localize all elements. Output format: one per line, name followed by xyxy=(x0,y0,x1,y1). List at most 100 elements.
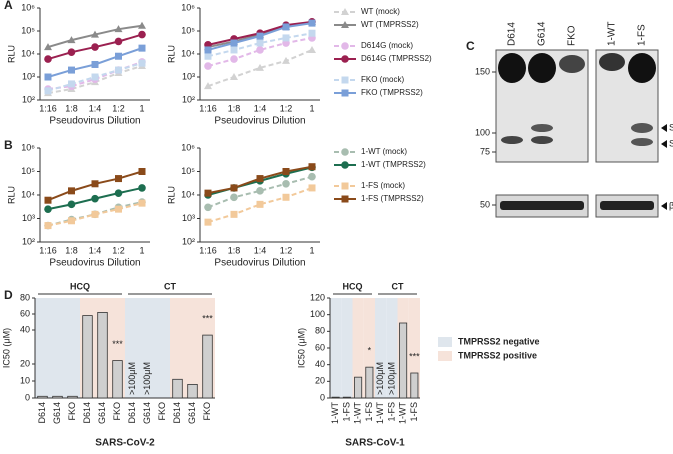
x-tick-label: 1-WT xyxy=(330,402,340,424)
marker xyxy=(256,175,264,183)
legend-label: WT (mock) xyxy=(361,7,400,16)
legend-label: 1-WT (TMPRSS2) xyxy=(361,160,426,169)
lane-label: 1-WT xyxy=(607,22,618,46)
region-background xyxy=(352,298,364,398)
y-tick-label: 10⁵ xyxy=(21,25,35,35)
region-background xyxy=(155,298,170,398)
x-tick-label: 1:4 xyxy=(254,103,267,113)
region-background xyxy=(35,298,50,398)
annotation: >100μM xyxy=(386,362,396,395)
marker xyxy=(91,180,99,188)
marker xyxy=(115,52,122,60)
x-tick-label: FKO xyxy=(112,402,122,421)
region-background xyxy=(341,298,353,398)
annotation: >100μM xyxy=(375,362,385,395)
x-tick-label: 1:16 xyxy=(199,245,217,255)
x-tick-label: 1:8 xyxy=(65,103,78,113)
x-tick-label: 1 xyxy=(309,245,314,255)
y-axis-label: RLU xyxy=(6,45,16,63)
bar xyxy=(97,311,108,399)
group-label: CT xyxy=(164,281,176,291)
y-tick-label: 10⁵ xyxy=(181,25,195,35)
marker xyxy=(91,60,99,68)
marker-label: 75 xyxy=(480,146,490,156)
marker xyxy=(256,63,264,71)
band-label: S2 xyxy=(669,138,673,148)
legend-label: D614G (mock) xyxy=(361,41,413,50)
y-axis-label: IC50 (μM) xyxy=(1,328,11,368)
marker xyxy=(230,184,238,192)
y-tick-label: 10⁶ xyxy=(181,142,195,152)
marker xyxy=(44,196,52,204)
region-background xyxy=(185,298,200,398)
x-tick-label: FKO xyxy=(67,402,77,421)
y-tick-label: 0 xyxy=(320,392,325,402)
marker xyxy=(256,39,264,47)
x-axis-label: SARS-CoV-1 xyxy=(345,438,405,449)
region-background xyxy=(170,298,185,398)
x-tick-label: FKO xyxy=(202,402,212,421)
legend-marker xyxy=(341,8,349,15)
series-line xyxy=(207,175,313,209)
band-label: β-actin xyxy=(669,200,673,210)
marker xyxy=(230,210,238,218)
marker xyxy=(282,56,290,64)
blot-band xyxy=(498,53,526,83)
y-tick-label: 80 xyxy=(20,292,30,302)
y-tick-label: 60 xyxy=(315,342,325,352)
x-tick-label: 1:8 xyxy=(228,245,241,255)
x-tick-label: 1 xyxy=(139,103,144,113)
marker-label: 150 xyxy=(475,66,490,76)
y-tick-label: 10⁶ xyxy=(21,2,35,12)
y-tick-label: 10³ xyxy=(182,213,195,223)
x-tick-label: D614 xyxy=(127,402,137,424)
marker xyxy=(204,62,212,70)
y-tick-label: 10² xyxy=(182,94,195,104)
marker xyxy=(44,55,52,63)
bar xyxy=(331,396,340,399)
bar xyxy=(52,395,63,399)
legend-marker xyxy=(341,89,349,97)
bar xyxy=(410,372,419,399)
bar xyxy=(67,395,78,399)
x-tick-label: 1:16 xyxy=(39,103,57,113)
bar xyxy=(399,322,408,399)
x-axis-label: SARS-CoV-2 xyxy=(95,438,155,449)
marker xyxy=(68,217,75,225)
marker xyxy=(308,163,316,171)
bar xyxy=(82,315,93,399)
marker xyxy=(114,37,123,46)
marker xyxy=(44,73,52,81)
x-tick-label: G614 xyxy=(52,402,62,424)
region-background xyxy=(386,298,398,398)
band-arrow xyxy=(661,140,667,148)
marker xyxy=(44,205,52,213)
y-tick-label: 100 xyxy=(310,309,325,319)
band-arrow xyxy=(661,124,667,132)
y-tick-label: 20 xyxy=(20,358,30,368)
y-tick-label: 10⁴ xyxy=(21,189,35,199)
annotation: >100μM xyxy=(127,362,137,395)
region-background xyxy=(363,298,375,398)
marker xyxy=(230,46,238,54)
legend-label: FKO (TMPRSS2) xyxy=(361,88,423,97)
band-arrow xyxy=(661,202,667,210)
x-tick-label: D614 xyxy=(172,402,182,424)
marker xyxy=(230,193,238,202)
x-tick-label: 1:16 xyxy=(199,103,217,113)
x-tick-label: 1:4 xyxy=(89,103,102,113)
group-label: CT xyxy=(392,281,404,291)
y-axis-label: RLU xyxy=(166,186,176,204)
legend-swatch xyxy=(438,337,452,347)
y-tick-label: 120 xyxy=(310,292,325,302)
x-tick-label: 1-FS xyxy=(341,402,351,422)
series-line xyxy=(207,49,313,88)
x-axis-label: Pseudovirus Dilution xyxy=(214,258,305,269)
group-label: HCQ xyxy=(343,281,363,291)
legend-label: TMPRSS2 positive xyxy=(458,350,537,360)
blot-band xyxy=(628,53,656,83)
y-tick-label: 10⁴ xyxy=(21,48,35,58)
marker xyxy=(138,199,146,207)
marker xyxy=(68,187,75,195)
